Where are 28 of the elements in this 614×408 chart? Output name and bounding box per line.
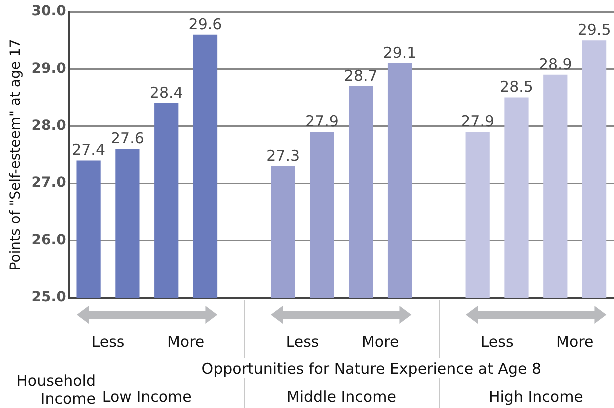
y-axis-title: Points of "Self-esteem" at age 17 [8, 39, 24, 271]
y-tick-label: 27.0 [32, 175, 67, 192]
y-tick-label: 28.0 [32, 118, 67, 134]
y-tick-label: 30.0 [32, 4, 67, 20]
text: Less [286, 332, 320, 351]
text: More [556, 332, 594, 351]
y-tick-label: 25.0 [32, 290, 67, 306]
x-axis-title: Opportunities for Nature Experience at Age 8 [202, 360, 542, 378]
y-tick-label: 26.0 [32, 232, 67, 248]
data-label: 28.9 [538, 55, 572, 74]
text: High Income [488, 388, 584, 406]
data-label: 29.5 [578, 20, 612, 39]
data-label: 29.6 [188, 15, 222, 34]
data-label: 27.4 [72, 141, 106, 160]
data-label: 27.3 [266, 146, 300, 165]
y-tick-label: 29.0 [32, 60, 67, 77]
data-label: 28.7 [344, 66, 378, 85]
data-label: 28.4 [150, 84, 184, 102]
data-label: 27.6 [110, 130, 144, 148]
text: Middle Income [286, 388, 396, 406]
data-label: 29.1 [383, 44, 417, 62]
text: Household Income [16, 372, 96, 408]
text: Less [480, 332, 514, 351]
text: More [362, 332, 400, 351]
text: Less [92, 332, 125, 351]
text: Low Income [102, 388, 192, 406]
text: More [167, 332, 205, 351]
data-label: 28.5 [500, 78, 534, 96]
